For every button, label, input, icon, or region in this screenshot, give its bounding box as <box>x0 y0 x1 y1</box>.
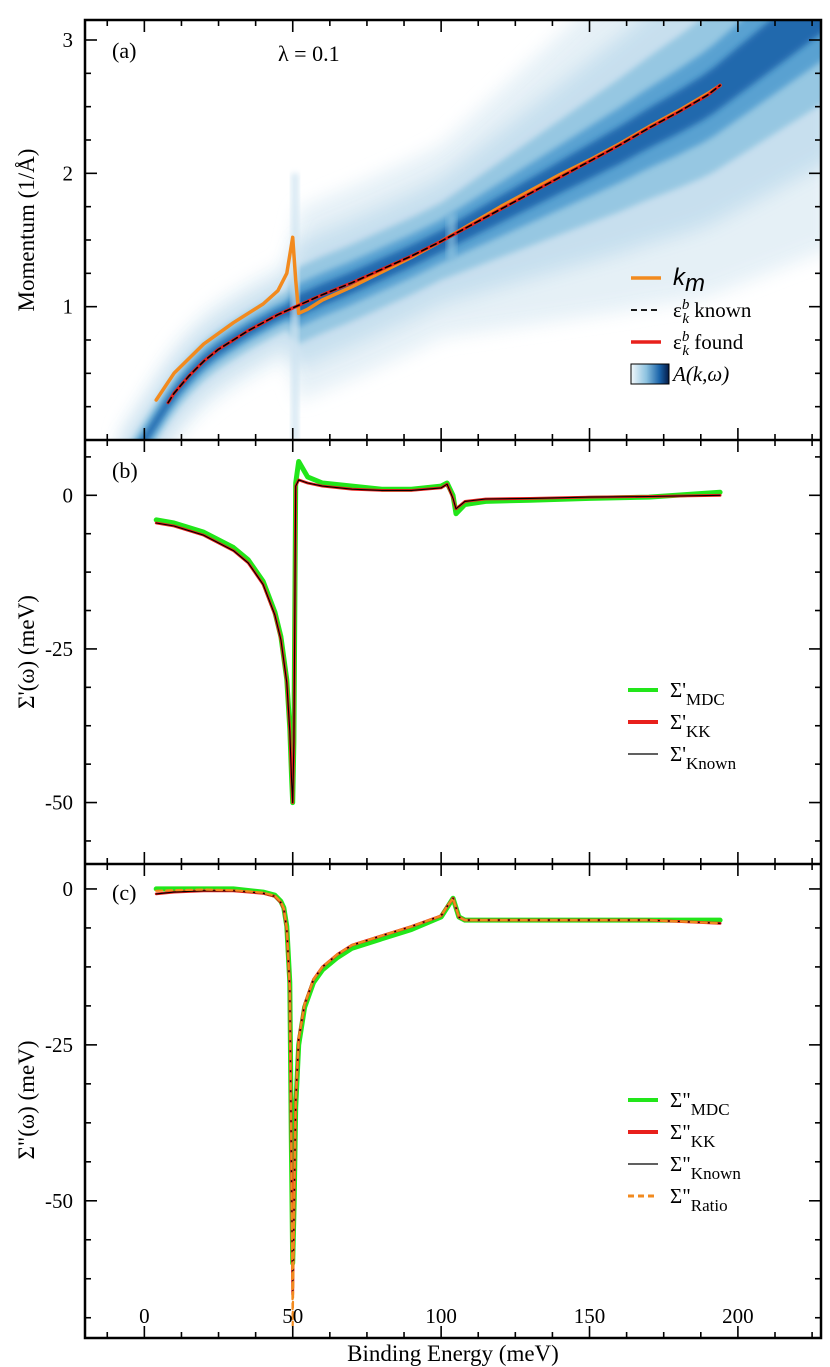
panel-b-label: (b) <box>112 458 138 483</box>
series-line-mdc <box>153 459 723 806</box>
legend-entry-mdc: Σ"MDC <box>628 1088 730 1119</box>
legend-label: Σ'MDC <box>670 678 725 709</box>
legend-label: A(k,ω) <box>671 362 729 386</box>
legend-entry-k-known: εb k known <box>631 297 752 327</box>
y-tick-label: 0 <box>63 483 74 507</box>
y-tick-label: -25 <box>45 1033 73 1057</box>
legend-label: εb k found <box>673 329 744 359</box>
legend-entry-k-found: εb k found <box>631 329 744 359</box>
legend-label: Σ"KK <box>670 1120 716 1151</box>
y-tick-label: -50 <box>45 791 73 815</box>
legend-entry-ratio: Σ"Ratio <box>628 1184 728 1215</box>
x-tick-label: 150 <box>574 1304 606 1328</box>
panel-a-ticks: 1 2 3 <box>63 28 821 408</box>
y-tick-label: 2 <box>63 161 74 185</box>
legend-entry-known: Σ'Known <box>628 742 737 773</box>
series-line-known <box>155 479 721 804</box>
panel-b-ylabel: Σ'(ω) (meV) <box>14 595 39 709</box>
panel-a-annotation: λ = 0.1 <box>278 41 340 66</box>
y-tick-label: 0 <box>63 877 74 901</box>
panel-b-series <box>153 459 723 806</box>
series-line-known <box>155 890 721 1295</box>
legend-entry-a-k: A(k,ω) <box>630 362 729 386</box>
legend-colormap-swatch <box>630 363 670 385</box>
series-line-ratio <box>155 888 722 1327</box>
legend-label: Σ'KK <box>670 710 711 741</box>
series-line-mdc <box>153 886 723 1266</box>
panel-b-ticks: 0 -25 -50 <box>45 456 821 842</box>
legend-label: εb k known <box>673 297 752 327</box>
panel-a-series <box>154 83 722 405</box>
legend-entry-mdc: Σ'MDC <box>628 678 725 709</box>
legend-label: km <box>673 264 705 297</box>
series-line-k-b-known <box>167 84 721 404</box>
legend-label: Σ"Ratio <box>670 1184 728 1215</box>
figure-frame <box>83 18 823 1340</box>
legend-entry-kk: Σ'KK <box>628 710 711 741</box>
panel-c-series <box>153 886 723 1327</box>
x-tick-label: 200 <box>722 1304 754 1328</box>
legend-label: Σ"MDC <box>670 1088 730 1119</box>
panel-c: 0 -25 -50 (c) Σ"(ω) (meV) Σ"MDCΣ"KKΣ"Known… <box>14 877 821 1327</box>
legend-entry-kk: Σ"KK <box>628 1120 716 1151</box>
legend-label: Σ'Known <box>670 742 737 773</box>
legend-entry-km: km <box>631 264 705 297</box>
legend-label: Σ"Known <box>670 1152 741 1183</box>
x-tick-label: 0 <box>139 1304 150 1328</box>
panel-a-ylabel: Momentum (1/Å) <box>14 149 39 312</box>
y-tick-label: -25 <box>45 637 73 661</box>
x-axis-label: Binding Energy (meV) <box>347 1341 559 1366</box>
panel-c-ticks: 0 -25 -50 <box>45 877 821 1319</box>
panel-a-label: (a) <box>112 38 136 63</box>
x-tick-label: 50 <box>282 1304 303 1328</box>
panel-c-label: (c) <box>112 880 136 905</box>
x-tick-label: 100 <box>425 1304 457 1328</box>
panel-c-ylabel: Σ"(ω) (meV) <box>14 1040 39 1159</box>
legend-entry-known: Σ"Known <box>628 1152 741 1183</box>
y-tick-label: 1 <box>63 295 74 319</box>
series-line-kk <box>154 889 722 1296</box>
y-tick-label: -50 <box>45 1189 73 1213</box>
spectral-function-map <box>120 20 821 440</box>
y-tick-label: 3 <box>63 28 74 52</box>
